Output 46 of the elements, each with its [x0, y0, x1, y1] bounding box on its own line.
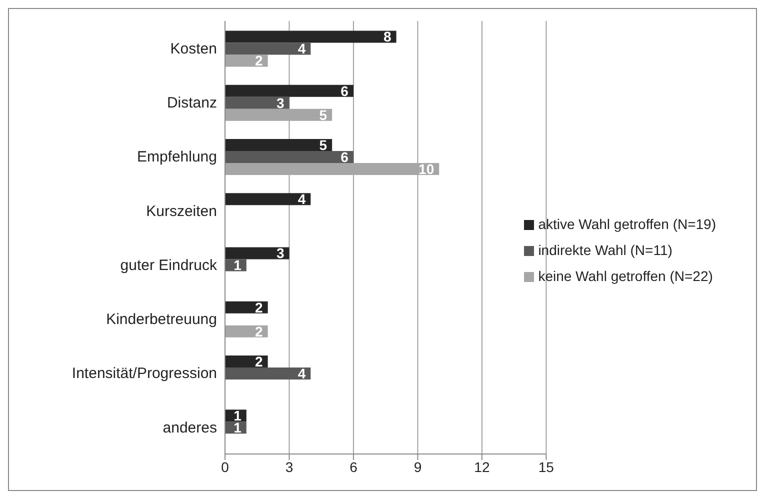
data-label: 3 — [276, 94, 284, 111]
data-label: 1 — [234, 257, 242, 274]
data-label: 2 — [255, 323, 264, 340]
bar — [225, 150, 354, 163]
y-tick-label: Distanz — [166, 94, 217, 112]
bar — [225, 42, 311, 55]
bar — [225, 325, 268, 338]
data-label: 4 — [298, 40, 306, 57]
data-label: 2 — [255, 52, 264, 69]
y-tick-label: Kosten — [170, 40, 217, 58]
legend-label: keine Wahl getroffen (N=22) — [538, 268, 713, 284]
data-label: 8 — [384, 28, 392, 45]
bar — [225, 54, 268, 67]
data-label: 2 — [255, 353, 264, 370]
x-tick-label: 12 — [474, 458, 490, 475]
y-tick-label: Kurszeiten — [146, 202, 217, 220]
bar — [225, 247, 290, 260]
data-label: 3 — [276, 245, 284, 262]
bar — [225, 301, 268, 314]
data-label: 6 — [340, 148, 349, 165]
data-label: 10 — [418, 160, 434, 177]
x-tick-label: 3 — [285, 458, 294, 475]
x-tick-label: 9 — [414, 458, 422, 475]
y-tick-label: guter Eindruck — [120, 256, 218, 274]
bar — [225, 367, 311, 380]
bar — [225, 30, 396, 43]
x-tick-label: 15 — [538, 458, 554, 475]
data-label: 4 — [298, 191, 306, 208]
data-label: 4 — [298, 365, 306, 382]
bar — [225, 138, 332, 151]
data-label: 5 — [319, 106, 328, 123]
y-tick-label: anderes — [162, 419, 217, 436]
y-tick-label: Kinderbetreuung — [106, 311, 217, 328]
bar — [225, 84, 354, 97]
data-label: 6 — [340, 82, 349, 99]
bar — [225, 96, 290, 109]
legend-label: indirekte Wahl (N=11) — [538, 242, 672, 258]
data-label: 2 — [255, 299, 264, 316]
bar — [225, 193, 311, 206]
data-label: 5 — [319, 136, 328, 153]
x-tick-label: 0 — [221, 458, 230, 475]
y-tick-label: Empfehlung — [136, 148, 217, 166]
x-tick-label: 6 — [350, 458, 358, 475]
legend-label: aktive Wahl getroffen (N=19) — [538, 216, 716, 232]
bar — [225, 355, 268, 368]
y-tick-label: Intensität/Progression — [72, 365, 217, 382]
